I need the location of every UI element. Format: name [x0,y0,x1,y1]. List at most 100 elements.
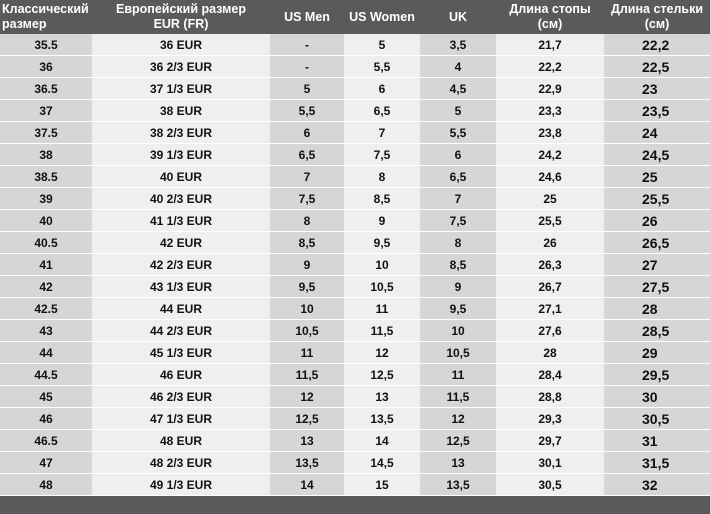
cell-us-men: 9 [270,253,344,276]
cell-uk: 13,5 [420,473,496,496]
cell-classic-size: 39 [0,187,92,210]
table-row: 37.5 38 2/3 EUR 6 7 5,5 23,8 24 [0,121,710,144]
cell-eur-size: 38 EUR [92,99,270,122]
header-line: (см) [644,17,670,31]
cell-insole-length: 25 [604,165,710,188]
cell-classic-size: 44.5 [0,363,92,386]
cell-uk: 6,5 [420,165,496,188]
cell-eur-size: 36 2/3 EUR [92,55,270,78]
cell-uk: 12 [420,407,496,430]
cell-uk: 5,5 [420,121,496,144]
cell-foot-length: 26 [496,231,604,254]
cell-foot-length: 24,2 [496,143,604,166]
cell-us-men: 7,5 [270,187,344,210]
cell-us-men: 7 [270,165,344,188]
cell-us-women: 12,5 [344,363,420,386]
cell-us-men: 13 [270,429,344,452]
cell-foot-length: 25 [496,187,604,210]
cell-eur-size: 46 EUR [92,363,270,386]
cell-us-women: 12 [344,341,420,364]
cell-us-men: 9,5 [270,275,344,298]
header-line: EUR (FR) [153,17,209,31]
cell-us-men: 11 [270,341,344,364]
cell-foot-length: 26,7 [496,275,604,298]
cell-us-men: 12,5 [270,407,344,430]
cell-foot-length: 22,9 [496,77,604,100]
size-chart-table: Классический размер Европейский размер EUR … [0,0,710,496]
cell-classic-size: 37.5 [0,121,92,144]
table-row: 36.5 37 1/3 EUR 5 6 4,5 22,9 23 [0,77,710,100]
cell-classic-size: 40 [0,209,92,232]
cell-us-women: 8,5 [344,187,420,210]
cell-foot-length: 23,8 [496,121,604,144]
table-row: 44 45 1/3 EUR 11 12 10,5 28 29 [0,341,710,364]
cell-us-men: 10 [270,297,344,320]
cell-foot-length: 29,7 [496,429,604,452]
cell-eur-size: 44 2/3 EUR [92,319,270,342]
header-uk: UK [420,0,496,34]
cell-eur-size: 39 1/3 EUR [92,143,270,166]
cell-eur-size: 49 1/3 EUR [92,473,270,496]
cell-foot-length: 28 [496,341,604,364]
table-row: 38.5 40 EUR 7 8 6,5 24,6 25 [0,165,710,188]
cell-uk: 13 [420,451,496,474]
cell-us-women: 14 [344,429,420,452]
header-insole-length: Длина стельки (см) [604,0,710,34]
cell-uk: 5 [420,99,496,122]
cell-us-men: - [270,34,344,56]
cell-uk: 9 [420,275,496,298]
cell-us-women: 10 [344,253,420,276]
cell-uk: 10 [420,319,496,342]
cell-insole-length: 24,5 [604,143,710,166]
cell-insole-length: 29 [604,341,710,364]
cell-us-men: 6 [270,121,344,144]
header-line: Классический [2,2,89,16]
cell-us-women: 7 [344,121,420,144]
header-line: Длина стельки [610,2,704,16]
cell-uk: 9,5 [420,297,496,320]
cell-classic-size: 41 [0,253,92,276]
cell-insole-length: 25,5 [604,187,710,210]
cell-insole-length: 23,5 [604,99,710,122]
cell-us-women: 13,5 [344,407,420,430]
cell-uk: 10,5 [420,341,496,364]
cell-us-women: 9 [344,209,420,232]
cell-insole-length: 30 [604,385,710,408]
table-row: 45 46 2/3 EUR 12 13 11,5 28,8 30 [0,385,710,408]
cell-classic-size: 45 [0,385,92,408]
table-row: 36 36 2/3 EUR -5,5 4 22,2 22,5 [0,55,710,78]
cell-eur-size: 42 2/3 EUR [92,253,270,276]
cell-insole-length: 23 [604,77,710,100]
cell-us-women: 11,5 [344,319,420,342]
table-row: 46.5 48 EUR 13 14 12,5 29,7 31 [0,429,710,452]
header-classic-size: Классический размер [0,0,92,34]
cell-classic-size: 47 [0,451,92,474]
cell-us-men: 6,5 [270,143,344,166]
cell-us-men: - [270,55,344,78]
cell-classic-size: 38.5 [0,165,92,188]
cell-eur-size: 37 1/3 EUR [92,77,270,100]
cell-eur-size: 42 EUR [92,231,270,254]
table-body: 35.5 36 EUR -5 3,5 21,7 22,2 36 36 2/3 EUR -5,5 4… [0,34,710,496]
table-row: 42.5 44 EUR 10 11 9,5 27,1 28 [0,297,710,320]
cell-us-women: 7,5 [344,143,420,166]
cell-us-men: 11,5 [270,363,344,386]
table-row: 43 44 2/3 EUR 10,5 11,5 10 27,6 28,5 [0,319,710,342]
cell-uk: 11 [420,363,496,386]
cell-insole-length: 31 [604,429,710,452]
cell-us-women: 13 [344,385,420,408]
cell-uk: 4 [420,55,496,78]
cell-foot-length: 23,3 [496,99,604,122]
cell-foot-length: 25,5 [496,209,604,232]
cell-us-men: 5 [270,77,344,100]
cell-us-women: 8 [344,165,420,188]
cell-insole-length: 26 [604,209,710,232]
cell-foot-length: 28,4 [496,363,604,386]
cell-eur-size: 44 EUR [92,297,270,320]
cell-insole-length: 27,5 [604,275,710,298]
cell-us-men: 13,5 [270,451,344,474]
table-row: 42 43 1/3 EUR 9,5 10,5 9 26,7 27,5 [0,275,710,298]
cell-us-men: 8 [270,209,344,232]
table-row: 47 48 2/3 EUR 13,5 14,5 13 30,1 31,5 [0,451,710,474]
cell-classic-size: 44 [0,341,92,364]
